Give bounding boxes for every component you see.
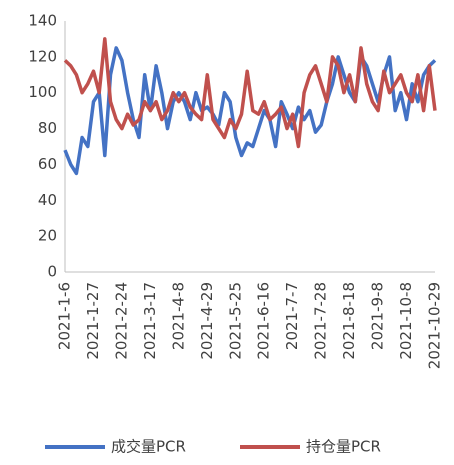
y-tick-label: 80	[38, 119, 57, 137]
y-tick-label: 40	[38, 191, 57, 209]
x-tick-label: 2021-4-8	[169, 282, 187, 350]
x-tick-label: 2021-7-7	[283, 282, 301, 350]
x-tick-label: 2021-1-27	[84, 282, 102, 360]
x-tick-label: 2021-4-29	[198, 282, 216, 360]
y-tick-label: 100	[28, 83, 57, 101]
y-tick-label: 0	[47, 263, 57, 281]
x-tick-label: 2021-8-18	[340, 282, 358, 360]
legend-label: 持仓量PCR	[306, 438, 381, 456]
data-line	[63, 46, 437, 176]
data-line	[63, 37, 437, 149]
y-tick-label: 60	[38, 155, 57, 173]
x-tick-label: 2021-10-8	[397, 282, 415, 360]
x-tick-label: 2021-10-29	[426, 282, 444, 369]
x-tick-label: 2021-6-16	[255, 282, 273, 360]
x-tick-label: 2021-9-8	[369, 282, 387, 350]
x-tick-label: 2021-1-6	[56, 282, 74, 350]
legend-label: 成交量PCR	[111, 438, 186, 456]
x-tick-label: 2021-2-24	[112, 282, 130, 360]
y-tick-label: 140	[28, 12, 57, 30]
x-tick-label: 2021-3-17	[141, 282, 159, 360]
y-tick-label: 20	[38, 227, 57, 245]
x-tick-label: 2021-7-28	[312, 282, 330, 360]
x-tick-label: 2021-5-25	[226, 282, 244, 360]
y-tick-label: 120	[28, 47, 57, 65]
